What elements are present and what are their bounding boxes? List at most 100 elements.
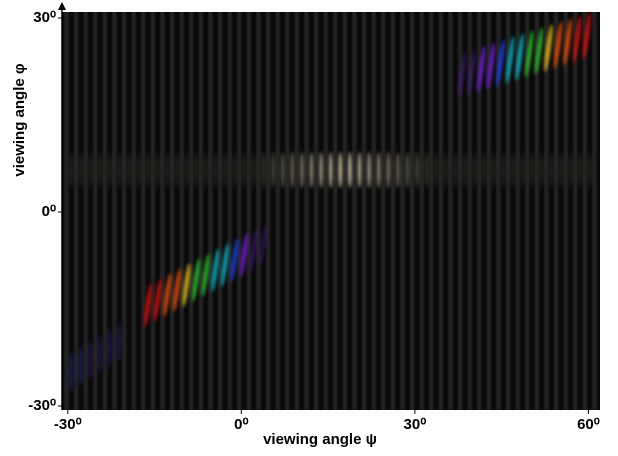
x-tick-label: -30⁰ xyxy=(54,416,82,433)
spot xyxy=(107,328,112,368)
spot xyxy=(242,152,246,188)
spot xyxy=(201,253,210,297)
spot xyxy=(146,152,150,188)
spot xyxy=(117,152,122,188)
spot xyxy=(588,152,592,188)
x-tick-label: 30⁰ xyxy=(404,416,427,433)
axis-arrow xyxy=(58,2,66,10)
spot xyxy=(172,268,181,312)
spot xyxy=(108,152,112,188)
spot xyxy=(204,152,208,188)
spot xyxy=(89,152,93,188)
spot xyxy=(319,152,323,188)
spot xyxy=(144,283,152,327)
spot xyxy=(501,152,506,188)
spot xyxy=(573,15,582,63)
spot xyxy=(559,152,563,188)
spot xyxy=(357,152,362,188)
spot xyxy=(405,152,410,188)
spot xyxy=(415,152,419,188)
spot xyxy=(220,243,229,287)
spot xyxy=(153,278,162,322)
spot xyxy=(377,152,381,188)
y-axis-label: viewing angle φ xyxy=(11,63,28,177)
spot xyxy=(521,152,525,188)
spot xyxy=(156,152,160,188)
spot xyxy=(486,42,495,90)
spot xyxy=(511,152,515,188)
spot xyxy=(582,12,591,60)
spot xyxy=(569,152,573,188)
spot xyxy=(240,233,248,277)
spot xyxy=(68,352,74,392)
spot xyxy=(213,152,218,188)
spot xyxy=(127,152,131,188)
spot xyxy=(223,152,227,188)
spot xyxy=(192,258,200,302)
spot xyxy=(329,152,333,188)
spot xyxy=(525,30,534,78)
x-axis-label: viewing angle ψ xyxy=(263,431,377,448)
spot xyxy=(444,152,448,188)
y-tick-label: -30⁰ xyxy=(28,397,56,414)
spot xyxy=(300,152,304,188)
spot xyxy=(97,334,103,374)
spot xyxy=(79,152,83,188)
spot xyxy=(540,152,544,188)
spot xyxy=(467,48,476,96)
spot xyxy=(505,36,515,84)
spot xyxy=(78,346,83,386)
spot xyxy=(578,152,582,188)
spot xyxy=(492,152,496,188)
spot xyxy=(290,152,294,188)
spot xyxy=(496,39,505,87)
spot xyxy=(515,33,524,81)
spot xyxy=(261,152,266,188)
spot xyxy=(233,152,237,188)
spot xyxy=(252,152,256,188)
spot xyxy=(338,152,342,188)
spot xyxy=(163,273,172,317)
spot xyxy=(230,238,239,282)
spot xyxy=(175,152,179,188)
spot xyxy=(182,263,191,307)
spot xyxy=(69,152,74,188)
spot xyxy=(116,322,122,362)
spot xyxy=(396,152,400,188)
spot xyxy=(348,152,352,188)
spot xyxy=(309,152,314,188)
x-tick-label: 60⁰ xyxy=(577,416,600,433)
spot xyxy=(563,18,572,66)
y-tick-label: 30⁰ xyxy=(33,9,56,26)
spot xyxy=(194,152,198,188)
spot xyxy=(249,228,258,272)
spot xyxy=(137,152,141,188)
spot xyxy=(534,27,543,75)
spot xyxy=(211,248,220,292)
spot xyxy=(98,152,102,188)
spot xyxy=(553,21,563,69)
spot xyxy=(530,152,534,188)
spot xyxy=(386,152,390,188)
spot xyxy=(425,152,429,188)
diffraction-spots xyxy=(68,12,592,392)
y-tick-label: 0⁰ xyxy=(42,203,56,220)
spot xyxy=(453,152,458,188)
spot xyxy=(463,152,467,188)
spot xyxy=(185,152,189,188)
spot xyxy=(549,152,554,188)
spot xyxy=(482,152,486,188)
spot xyxy=(88,340,93,380)
x-tick-label: 0⁰ xyxy=(234,416,248,433)
spot xyxy=(165,152,170,188)
spot xyxy=(434,152,438,188)
spot xyxy=(477,45,486,93)
spot xyxy=(271,152,275,188)
spot xyxy=(457,51,467,99)
spot xyxy=(473,152,477,188)
spot xyxy=(544,24,553,72)
spot xyxy=(367,152,371,188)
spot xyxy=(259,223,268,267)
image xyxy=(62,12,600,410)
